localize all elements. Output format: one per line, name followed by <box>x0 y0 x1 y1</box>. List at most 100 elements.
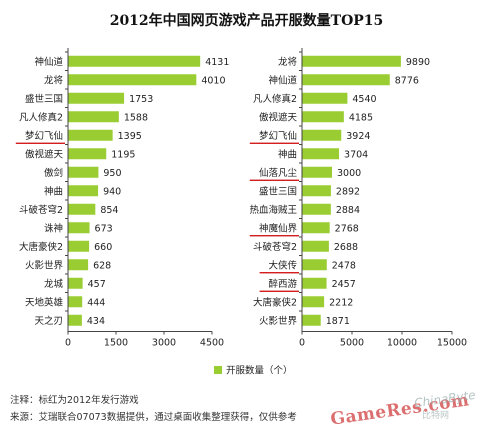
bar <box>68 111 119 123</box>
bar <box>68 203 96 215</box>
bar <box>68 240 90 252</box>
value-label: 628 <box>93 260 111 271</box>
category-label: 大唐豪侠2 <box>19 241 63 253</box>
category-label: 诛神 <box>44 222 63 234</box>
category-label: 凡人修真2 <box>253 93 297 105</box>
bar <box>302 314 321 326</box>
footnote-source: 来源：艾瑞联合07073数据提供，通过桌面收集整理获得，仅供参考 <box>10 412 297 423</box>
bar <box>68 55 201 67</box>
bar <box>302 166 332 178</box>
bar <box>68 129 113 141</box>
category-label: 傲视遮天 <box>259 111 298 123</box>
x-tick-label: 3000 <box>152 338 176 349</box>
bar <box>68 296 83 308</box>
legend-label: 开服数量（个） <box>226 365 293 377</box>
bar <box>302 148 340 160</box>
footnote-highlight-explanation: 注释：标红为2012年发行游戏 <box>10 395 139 406</box>
category-label: 神曲 <box>278 148 297 160</box>
category-label: 梦幻飞仙 <box>25 130 63 142</box>
value-label: 2688 <box>334 242 358 253</box>
category-label: 斗破苍穹2 <box>253 241 297 253</box>
x-tick-label: 15000 <box>437 338 467 349</box>
category-label: 仙落凡尘 <box>259 167 298 179</box>
value-label: 1395 <box>118 131 142 142</box>
bar <box>302 203 331 215</box>
watermark: GameRes.com ChinaByte 比特网 <box>329 388 490 430</box>
x-tick-label: 1500 <box>104 338 128 349</box>
bar <box>68 74 197 86</box>
value-label: 854 <box>100 205 118 216</box>
legend-swatch <box>214 366 222 374</box>
chart-title: 2012年中国网页游戏产品开服数量TOP15 <box>109 13 384 29</box>
bar <box>68 314 82 326</box>
bar <box>68 148 107 160</box>
value-label: 1753 <box>129 94 153 105</box>
value-label: 4131 <box>205 57 229 68</box>
value-label: 444 <box>87 297 105 308</box>
bar <box>302 74 390 86</box>
value-label: 1588 <box>124 112 148 123</box>
category-label: 斗破苍穹2 <box>19 204 63 216</box>
value-label: 1195 <box>111 149 135 160</box>
value-label: 3000 <box>337 168 361 179</box>
category-label: 盛世三国 <box>25 93 63 105</box>
category-label: 热血海贼王 <box>249 204 297 216</box>
value-label: 2457 <box>332 279 356 290</box>
bar <box>302 92 348 104</box>
category-label: 龙将 <box>44 74 64 86</box>
bar <box>302 111 344 123</box>
category-label: 火影世界 <box>259 315 298 327</box>
value-label: 4010 <box>201 75 225 86</box>
category-label: 傲视遮天 <box>25 148 64 160</box>
category-label: 神仙道 <box>268 74 297 86</box>
bar <box>68 222 90 234</box>
value-label: 4540 <box>352 94 376 105</box>
category-label: 龙城 <box>44 278 64 290</box>
category-label: 天之刃 <box>34 315 63 327</box>
x-tick-label: 10000 <box>387 338 417 349</box>
bar <box>68 92 125 104</box>
value-label: 457 <box>88 279 106 290</box>
value-label: 9890 <box>406 57 430 68</box>
category-label: 大唐豪侠2 <box>253 296 297 308</box>
value-label: 1871 <box>326 316 350 327</box>
value-label: 4185 <box>349 112 373 123</box>
x-tick-label: 5000 <box>340 338 364 349</box>
category-label: 傲剑 <box>44 167 63 179</box>
category-label: 神魔仙界 <box>259 222 298 234</box>
watermark-sub2-text: 比特网 <box>422 411 450 421</box>
category-label: 醉西游 <box>268 278 297 290</box>
category-label: 盛世三国 <box>259 185 297 197</box>
value-label: 673 <box>95 223 113 234</box>
bar <box>302 296 325 308</box>
bar <box>68 185 99 197</box>
category-label: 神曲 <box>44 185 63 197</box>
value-label: 950 <box>103 168 121 179</box>
value-label: 434 <box>87 316 105 327</box>
bar <box>68 166 99 178</box>
category-label: 天地英雄 <box>25 296 64 308</box>
value-label: 2892 <box>336 186 360 197</box>
bar <box>302 240 329 252</box>
value-label: 3924 <box>346 131 370 142</box>
bar <box>302 222 330 234</box>
value-label: 3704 <box>344 149 368 160</box>
bar <box>302 185 331 197</box>
bar <box>302 277 327 289</box>
value-label: 660 <box>94 242 112 253</box>
bar <box>302 55 401 67</box>
x-tick-label: 0 <box>65 338 71 349</box>
category-label: 梦幻飞仙 <box>259 130 297 142</box>
value-label: 2478 <box>332 260 356 271</box>
bar <box>302 129 342 141</box>
value-label: 8776 <box>395 75 419 86</box>
value-label: 2768 <box>335 223 359 234</box>
x-tick-label: 4500 <box>200 338 224 349</box>
bar <box>68 259 89 271</box>
bar <box>68 277 83 289</box>
bar <box>302 259 327 271</box>
value-label: 940 <box>103 186 121 197</box>
value-label: 2212 <box>329 297 353 308</box>
category-label: 大侠传 <box>268 259 297 271</box>
